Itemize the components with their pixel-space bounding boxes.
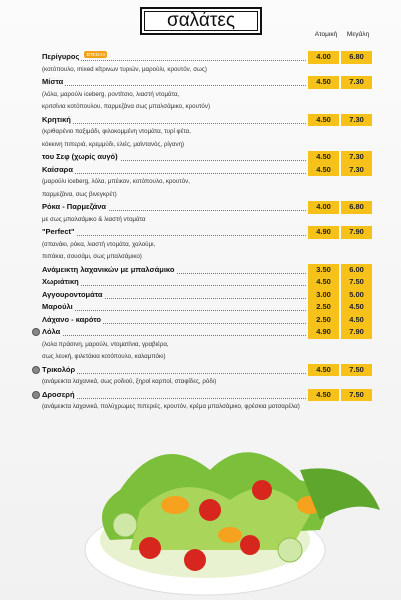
item-description: σως λευκή, φιλετάκια κοτόπουλο, καλαμπόκ… <box>42 353 166 360</box>
item-icon <box>32 390 40 399</box>
item-price: 3.50 <box>308 263 339 276</box>
item-icon <box>32 365 40 374</box>
menu-item: Αγγουροντομάτα 3.00 5.00 <box>42 288 372 301</box>
item-name: του Σεφ (χωρίς αυγό) <box>42 152 120 161</box>
item-price: 4.90 <box>308 326 339 339</box>
dot-leader <box>42 322 306 324</box>
menu-item: Καίσαρα 4.50 7.30 <box>42 163 372 176</box>
dot-leader <box>42 335 306 336</box>
menu-item: Λάχανο - καρότο 2.50 4.50 <box>42 313 372 326</box>
dot-leader <box>42 285 306 286</box>
column-header: Ατομική <box>314 31 338 38</box>
menu-item: Μίστα 4.50 7.30 <box>42 76 372 89</box>
item-description: (κριθαρένιο παξιμάδι, φιλοκομμένη ντομάτ… <box>42 128 191 135</box>
item-name: Μαρούλι <box>42 302 75 311</box>
item-price: 3.00 <box>308 288 339 301</box>
menu-item: Κρητική 4.50 7.30 <box>42 113 372 126</box>
item-price: 4.50 <box>341 313 372 326</box>
menu-item: Τρικολόρ 4.50 7.50 <box>42 363 372 376</box>
item-price: 4.50 <box>308 276 339 289</box>
dot-leader <box>42 235 306 236</box>
dot-leader <box>42 372 306 374</box>
item-price: 2.50 <box>308 313 339 326</box>
dot-leader <box>42 397 306 399</box>
item-price: 5.00 <box>341 288 372 301</box>
dot-leader <box>42 297 306 299</box>
dot-leader <box>42 310 306 311</box>
item-description: κριτσίνια κοτόπουλου, παρμεζάνα σως μπαλ… <box>42 103 211 110</box>
item-description: (σπανάκι, ρόκα, λιαστή ντομάτα, χαλούμι, <box>42 240 156 248</box>
menu-item: Περίγυρος ΣΠΕΣΙΑΛ 4.00 6.80 <box>42 51 372 64</box>
item-price: 4.00 <box>308 51 339 64</box>
item-name: Μίστα <box>42 77 66 86</box>
item-price: 7.30 <box>341 113 372 126</box>
item-price: 7.30 <box>341 163 372 176</box>
column-header: Μεγάλη <box>346 31 370 38</box>
item-name: Καίσαρα <box>42 164 75 174</box>
item-price: 7.90 <box>341 326 372 339</box>
item-price: 4.50 <box>308 113 339 126</box>
item-name: Ανάμεικτη λαχανικών με μπαλσάμικο <box>42 264 177 274</box>
item-name: Ρόκα - Παρμεζάνα <box>42 202 109 211</box>
item-name: Κρητική <box>42 114 73 124</box>
item-description: παρμεζάνα, σως βινεγκρέτ) <box>42 190 117 198</box>
item-description: (μαρούλι iceberg, λόλα, μπέικον, κοτόπου… <box>42 178 190 185</box>
item-price: 4.50 <box>308 388 339 401</box>
item-price: 4.50 <box>308 76 339 89</box>
menu-item: Ρόκα - Παρμεζάνα 4.00 6.80 <box>42 201 372 214</box>
item-name: Λάχανο - καρότο <box>42 314 103 324</box>
item-price: 7.50 <box>341 276 372 289</box>
menu-item: "Perfect" 4.90 7.90 <box>42 226 372 239</box>
item-description: (κοτόπουλο, mixed κίτρινων τυριών, μαρού… <box>42 65 207 73</box>
item-price: 6.80 <box>341 51 372 64</box>
item-price: 4.00 <box>308 201 339 214</box>
item-name: Τρικολόρ <box>42 364 78 374</box>
item-price: 7.90 <box>341 226 372 239</box>
dot-leader <box>42 160 306 161</box>
item-price: 4.50 <box>341 301 372 314</box>
item-description: (λολα πράσινη, μαρούλι, ντοματίνια, γραβ… <box>42 340 169 348</box>
item-description: κόκκινη πιπεριά, κρεμμύδι, ελιές, μαϊντα… <box>42 140 185 148</box>
item-description: (ανάμεικτα λαχανικά, πολύχρωμες πιπεριές… <box>42 403 300 410</box>
item-price: 4.50 <box>308 151 339 164</box>
item-icon <box>32 328 40 336</box>
menu-item: Μαρούλι 2.50 4.50 <box>42 301 372 314</box>
dot-leader <box>42 85 306 86</box>
item-price: 7.30 <box>341 151 372 164</box>
salad-illustration <box>84 452 380 596</box>
item-price: 6.80 <box>341 201 372 214</box>
item-price: 6.00 <box>341 263 372 276</box>
item-description: με σως μπαλσάμικο & λιαστή ντομάτα <box>42 215 146 223</box>
item-price: 4.50 <box>308 363 339 376</box>
item-description: (ανάμεικτα λαχανικά, σως ροδιού, ξηροί κ… <box>42 378 217 385</box>
item-price: 2.50 <box>308 301 339 314</box>
item-name: Χωριάτικη <box>42 277 81 286</box>
menu-item: του Σεφ (χωρίς αυγό) 4.50 7.30 <box>42 151 372 164</box>
menu-item: Δροσερή 4.50 7.50 <box>42 388 372 401</box>
item-price: 4.50 <box>308 163 339 176</box>
menu-item: Ανάμεικτη λαχανικών με μπαλσάμικο 3.50 6.0… <box>42 263 372 276</box>
menu-item: Λόλα 4.90 7.90 <box>42 326 372 339</box>
dot-leader <box>42 60 306 61</box>
item-name: Αγγουροντομάτα <box>42 289 105 299</box>
dot-leader <box>42 210 306 211</box>
item-price: 4.90 <box>308 226 339 239</box>
item-name: Περίγυρος <box>42 52 82 61</box>
item-description: πιπάκια, σουσάμι, σως μπαλσάμικο) <box>42 253 142 260</box>
item-price: 7.50 <box>341 363 372 376</box>
item-name: "Perfect" <box>42 227 77 236</box>
menu-title: σαλάτες <box>140 7 262 35</box>
dot-leader <box>42 172 306 174</box>
item-badge: ΣΠΕΣΙΑΛ <box>84 51 108 58</box>
dot-leader <box>42 122 306 124</box>
item-name: Λόλα <box>42 327 63 336</box>
item-description: (λόλα, μαρούλι iceberg, ροντίτσιο, λιαστ… <box>42 90 180 98</box>
menu-item: Χωριάτικη 4.50 7.50 <box>42 276 372 289</box>
item-name: Δροσερή <box>42 389 77 399</box>
item-price: 7.30 <box>341 76 372 89</box>
item-price: 7.50 <box>341 388 372 401</box>
